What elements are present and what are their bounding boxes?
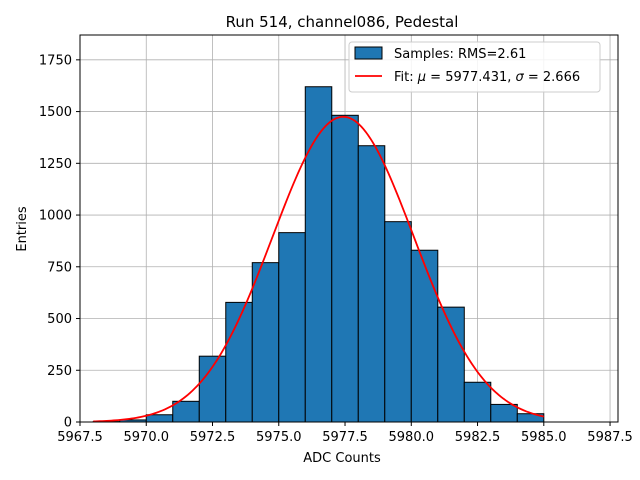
histogram-bar bbox=[384, 221, 412, 423]
y-tick-label: 500 bbox=[47, 312, 72, 327]
x-tick-label: 5985.0 bbox=[521, 430, 567, 445]
x-axis-label: ADC Counts bbox=[303, 451, 381, 466]
y-tick-label: 1250 bbox=[39, 157, 72, 172]
x-tick-label: 5987.5 bbox=[587, 430, 633, 445]
x-tick-label: 5975.0 bbox=[256, 430, 302, 445]
legend-histogram-swatch bbox=[354, 46, 383, 60]
histogram-bar bbox=[278, 232, 306, 423]
legend: Samples: RMS=2.61 Fit: μ = 5977.431, σ =… bbox=[348, 41, 601, 93]
legend-fit-mu-value: = 5977.431, bbox=[426, 70, 515, 85]
histogram-bar bbox=[172, 400, 200, 423]
histogram-bar bbox=[251, 262, 280, 423]
x-tick-label: 5967.5 bbox=[57, 430, 103, 445]
histogram-bar bbox=[145, 414, 174, 423]
histogram-bar bbox=[331, 114, 359, 423]
plot-frame bbox=[79, 34, 619, 423]
x-tick-label: 5972.5 bbox=[190, 430, 236, 445]
histogram-bar bbox=[410, 249, 439, 423]
x-axis-ticks: 5967.5 5970.0 5972.5 5975.0 5977.5 5980.0 5982… bbox=[57, 422, 633, 445]
x-tick-label: 5970.0 bbox=[124, 430, 170, 445]
histogram-bar bbox=[437, 306, 465, 423]
chart-title: Run 514, channel086, Pedestal bbox=[226, 13, 459, 31]
y-tick-label: 1500 bbox=[39, 105, 72, 120]
legend-fit-sigma-value: = 2.666 bbox=[524, 70, 580, 85]
legend-fit-prefix: Fit: bbox=[394, 70, 418, 85]
fit-curve bbox=[93, 115, 544, 423]
histogram-bar bbox=[490, 403, 518, 423]
legend-fit-label: Fit: μ = 5977.431, σ = 2.666 bbox=[394, 70, 580, 85]
legend-fit-sigma-symbol: σ bbox=[516, 70, 525, 85]
histogram-bar bbox=[463, 381, 492, 423]
y-axis-label: Entries bbox=[15, 206, 30, 252]
y-tick-label: 1000 bbox=[39, 209, 72, 224]
y-tick-label: 250 bbox=[47, 364, 72, 379]
legend-histogram-label: Samples: RMS=2.61 bbox=[394, 47, 526, 62]
histogram-bar bbox=[304, 86, 333, 423]
histogram-bars bbox=[92, 86, 545, 423]
x-tick-label: 5980.0 bbox=[389, 430, 435, 445]
y-tick-label: 1750 bbox=[39, 53, 72, 68]
x-tick-label: 5982.5 bbox=[455, 430, 501, 445]
y-tick-label: 750 bbox=[47, 260, 72, 275]
legend-fit-mu-symbol: μ bbox=[417, 70, 426, 85]
histogram-bar bbox=[357, 145, 386, 423]
y-axis-ticks: 0 250 500 750 1000 1250 1500 1750 bbox=[39, 53, 80, 431]
legend-box bbox=[348, 41, 601, 93]
y-tick-label: 0 bbox=[64, 416, 72, 431]
x-tick-label: 5977.5 bbox=[322, 430, 368, 445]
